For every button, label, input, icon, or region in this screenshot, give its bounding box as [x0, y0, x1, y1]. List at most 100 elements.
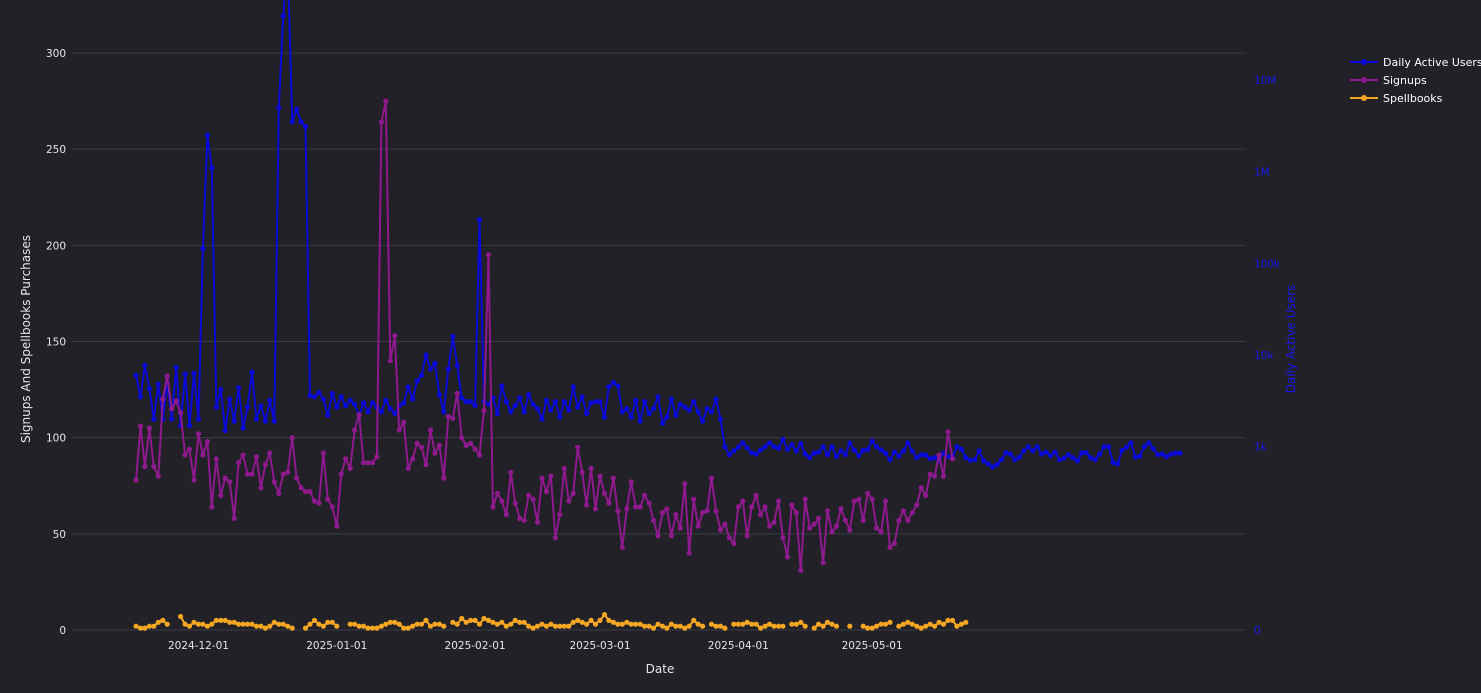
data-point-daily-active-users	[1159, 451, 1165, 457]
data-point-daily-active-users	[401, 400, 407, 406]
data-point-daily-active-users	[628, 414, 634, 420]
data-point-spellbooks	[285, 623, 291, 629]
data-point-signups	[285, 469, 291, 475]
data-point-spellbooks	[289, 625, 295, 631]
data-point-spellbooks	[427, 623, 434, 629]
data-point-spellbooks	[280, 621, 286, 627]
data-point-daily-active-users	[289, 119, 295, 125]
data-point-signups	[584, 502, 590, 508]
data-point-daily-active-users	[137, 394, 144, 400]
data-point-daily-active-users	[900, 448, 907, 454]
data-point-spellbooks	[749, 621, 755, 627]
data-point-spellbooks	[383, 621, 389, 627]
data-point-signups	[896, 517, 902, 524]
legend[interactable]: Daily Active Users Signups Spellbooks	[1350, 56, 1481, 105]
data-point-spellbooks	[204, 623, 210, 629]
data-point-spellbooks	[816, 621, 822, 627]
legend-item-spellbooks[interactable]: Spellbooks	[1350, 92, 1443, 105]
data-point-signups	[762, 504, 768, 510]
data-point-daily-active-users	[508, 409, 514, 415]
data-point-daily-active-users	[829, 444, 835, 450]
data-point-signups	[775, 498, 782, 504]
data-point-signups	[932, 473, 938, 479]
data-point-daily-active-users	[592, 399, 599, 405]
data-point-spellbooks	[244, 621, 251, 627]
data-point-signups	[891, 540, 898, 547]
data-point-daily-active-users	[343, 403, 349, 409]
x-tick-label: 2025-03-01	[569, 640, 630, 652]
y-tick-label: 200	[46, 240, 66, 252]
data-point-spellbooks	[249, 621, 255, 627]
data-point-signups	[682, 481, 688, 487]
data-point-spellbooks	[418, 621, 425, 627]
data-point-daily-active-users	[856, 453, 862, 459]
data-point-daily-active-users	[155, 381, 161, 387]
data-point-spellbooks	[700, 623, 706, 629]
data-point-spellbooks	[646, 623, 652, 629]
data-point-daily-active-users	[222, 427, 228, 434]
data-point-daily-active-users	[842, 452, 849, 458]
data-point-signups	[534, 519, 541, 525]
data-point-daily-active-users	[218, 386, 224, 393]
data-point-spellbooks	[650, 625, 657, 631]
data-point-spellbooks	[610, 619, 617, 625]
data-point-daily-active-users	[325, 412, 331, 418]
data-point-signups	[316, 500, 322, 506]
data-point-daily-active-users	[146, 386, 152, 392]
y-tick-label: 300	[46, 48, 66, 60]
data-point-daily-active-users	[932, 455, 938, 461]
data-point-spellbooks	[717, 623, 724, 629]
data-point-signups	[374, 454, 380, 460]
data-point-signups	[744, 533, 750, 539]
data-point-signups	[227, 479, 233, 485]
data-point-daily-active-users	[276, 105, 282, 111]
data-point-daily-active-users	[302, 124, 309, 130]
data-point-spellbooks	[668, 621, 675, 627]
data-point-signups	[606, 500, 612, 506]
data-point-daily-active-users	[1065, 452, 1072, 458]
data-point-daily-active-users	[673, 412, 679, 418]
data-point-daily-active-users	[798, 441, 804, 447]
data-point-spellbooks	[396, 621, 402, 627]
data-point-signups	[468, 440, 474, 446]
data-point-daily-active-users	[659, 420, 666, 426]
data-point-signups	[824, 508, 831, 514]
legend-item-signups[interactable]: Signups	[1350, 74, 1427, 87]
data-point-daily-active-users	[784, 446, 791, 452]
data-point-spellbooks	[963, 619, 969, 625]
data-point-signups	[588, 465, 594, 471]
data-point-signups	[271, 479, 277, 485]
data-point-spellbooks	[793, 621, 799, 627]
data-point-signups	[231, 515, 237, 522]
data-point-daily-active-users	[1034, 444, 1040, 450]
data-point-spellbooks	[302, 625, 309, 631]
data-point-signups	[860, 517, 866, 524]
data-point-spellbooks	[218, 617, 224, 624]
data-point-spellbooks	[833, 623, 840, 629]
data-point-spellbooks	[882, 621, 889, 627]
data-point-daily-active-users	[588, 400, 594, 406]
data-point-spellbooks	[329, 619, 335, 625]
data-point-daily-active-users	[526, 392, 532, 398]
data-point-spellbooks	[686, 623, 692, 629]
data-point-daily-active-users	[807, 455, 813, 461]
data-point-daily-active-users	[749, 450, 755, 456]
data-point-spellbooks	[414, 621, 420, 627]
data-point-spellbooks	[601, 612, 608, 618]
data-point-spellbooks	[762, 623, 768, 629]
data-point-daily-active-users	[851, 447, 857, 453]
legend-item-daily-active-users[interactable]: Daily Active Users	[1350, 56, 1481, 69]
data-point-spellbooks	[829, 621, 835, 627]
data-point-signups	[343, 456, 349, 462]
data-point-signups	[512, 500, 518, 506]
data-point-signups	[784, 554, 791, 560]
data-point-daily-active-users	[432, 360, 438, 366]
data-point-spellbooks	[320, 623, 326, 629]
legend-marker-signups	[1361, 77, 1367, 83]
y2-tick-label: 10M	[1254, 75, 1276, 87]
data-point-spellbooks	[552, 623, 559, 629]
data-point-daily-active-users	[360, 400, 367, 406]
data-point-daily-active-users	[1088, 455, 1094, 461]
data-point-daily-active-users	[436, 392, 442, 398]
data-point-daily-active-users	[186, 422, 193, 429]
